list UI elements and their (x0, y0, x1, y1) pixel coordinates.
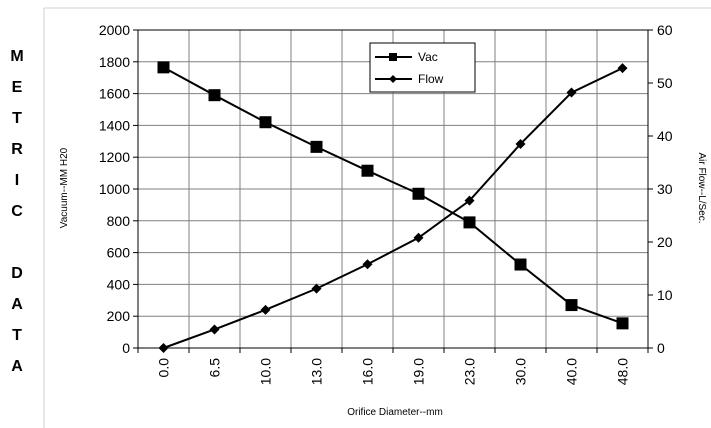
grid (138, 30, 648, 348)
y-axis-label: Vacuum--MM H20 (59, 147, 70, 228)
y-tick-label: 1200 (99, 149, 130, 165)
plot-area-frame (137, 29, 649, 349)
side-letter: E (11, 79, 23, 96)
legend-label-flow: Flow (418, 72, 444, 86)
point-vac (310, 140, 323, 153)
side-letter: A (11, 296, 23, 313)
side-letter: C (11, 203, 23, 220)
x-tick-label: 23.0 (462, 358, 478, 385)
point-flow (311, 283, 322, 294)
x-tick-label: 0.0 (156, 358, 172, 378)
point-flow (260, 304, 271, 315)
point-vac (565, 299, 578, 312)
x-tick-label: 48.0 (615, 358, 631, 385)
side-letter: M (10, 48, 24, 65)
x-tick-label: 13.0 (309, 358, 325, 385)
y2-tick-label: 0 (657, 340, 665, 356)
y2-tick-label: 30 (657, 181, 673, 197)
x-axis-label: Orifice Diameter--mm (347, 407, 443, 418)
x-tick-label: 30.0 (513, 358, 529, 385)
y2-tick-label: 40 (657, 128, 673, 144)
point-flow (464, 195, 475, 206)
side-letter: T (12, 327, 22, 344)
series (157, 61, 629, 353)
y-tick-label: 800 (107, 213, 131, 229)
x-tick-label: 16.0 (360, 358, 376, 385)
y-tick-label: 2000 (99, 22, 130, 38)
side-letter: D (11, 265, 23, 282)
legend-label-vac: Vac (418, 50, 438, 64)
y-tick-label: 1000 (99, 181, 130, 197)
point-vac (463, 216, 476, 229)
point-flow (617, 63, 628, 74)
y2-axis-label: Air Flow--L/Sec. (696, 152, 707, 223)
point-vac (514, 258, 527, 271)
y2-tick-label: 60 (657, 22, 673, 38)
y-tick-label: 400 (107, 276, 131, 292)
side-letter: I (14, 172, 20, 189)
y-tick-label: 1400 (99, 117, 130, 133)
point-vac (157, 61, 170, 74)
side-letter: A (11, 358, 23, 375)
legend-marker-vac (389, 53, 397, 61)
legend: Vac Flow (369, 42, 476, 93)
legend-marker-flow (389, 75, 397, 83)
point-flow (362, 259, 373, 270)
series-line-vac (163, 66, 623, 325)
point-vac (208, 89, 221, 102)
x-tick-label: 10.0 (258, 358, 274, 385)
side-letter: R (11, 141, 23, 158)
point-flow (515, 138, 526, 149)
y2-tick-label: 20 (657, 234, 673, 250)
y-tick-label: 0 (122, 340, 130, 356)
point-flow (566, 87, 577, 98)
y2-tick-label: 10 (657, 287, 673, 303)
point-flow (158, 343, 169, 353)
y-tick-label: 1600 (99, 86, 130, 102)
y-tick-label: 1800 (99, 54, 130, 70)
point-vac (412, 187, 425, 200)
point-vac (616, 317, 629, 330)
legend-box (369, 42, 476, 93)
point-flow (209, 324, 220, 335)
x-tick-label: 6.5 (207, 358, 223, 378)
x-tick-label: 40.0 (564, 358, 580, 385)
y-tick-label: 600 (107, 245, 131, 261)
series-line-flow (163, 67, 623, 349)
y2-tick-label: 50 (657, 75, 673, 91)
point-vac (259, 116, 272, 129)
x-tick-label: 19.0 (411, 358, 427, 385)
point-vac (361, 164, 374, 177)
point-flow (413, 232, 424, 243)
y-tick-label: 200 (107, 308, 131, 324)
axes: 0 200 400 600 800 1000 1200 1400 1600 1800 2000 0 10… (99, 22, 673, 385)
side-letter: T (12, 110, 22, 127)
